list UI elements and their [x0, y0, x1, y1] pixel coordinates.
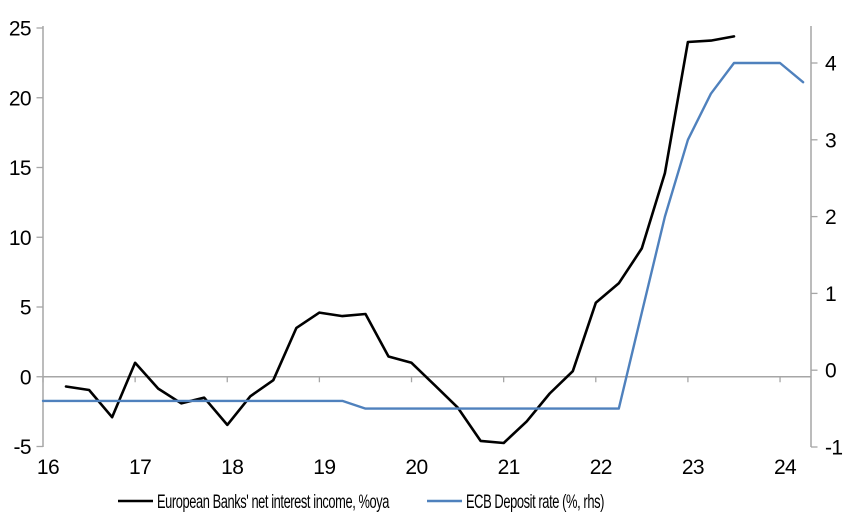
y-axis-right-label: 3 [825, 129, 836, 152]
y-axis-left-label: 5 [20, 297, 31, 320]
legend-label-net-interest-income: European Banks' net interest income, %oy… [157, 492, 390, 513]
y-axis-left-label: 15 [9, 157, 31, 180]
x-axis-label: 20 [405, 456, 427, 479]
x-axis-label: 17 [129, 456, 151, 479]
y-axis-right-label: -1 [825, 437, 842, 460]
y-axis-left-label: 25 [9, 18, 31, 41]
y-axis-right-label: 1 [825, 283, 836, 306]
y-axis-left-label: 10 [9, 227, 31, 250]
y-axis-left-label: 20 [9, 87, 31, 110]
y-axis-left-label: -5 [14, 436, 31, 459]
legend-label-ecb-deposit-rate: ECB Deposit rate (%, rhs) [466, 492, 604, 513]
x-axis-label: 24 [774, 456, 797, 479]
y-axis-left-label: 0 [20, 366, 31, 389]
x-axis-label: 18 [221, 456, 243, 479]
series-line-net-interest-income [64, 35, 736, 445]
y-axis-right-label: 4 [825, 53, 837, 76]
y-axis-right-label: 2 [825, 206, 836, 229]
x-axis-label: 19 [313, 456, 335, 479]
y-axis-right-label: 0 [825, 360, 836, 383]
x-axis-label: 21 [498, 456, 520, 479]
series-line-ecb-deposit-rate [41, 61, 805, 410]
x-axis-label: 23 [682, 456, 704, 479]
x-axis-label: 16 [37, 456, 59, 479]
x-axis-label: 22 [590, 456, 612, 479]
